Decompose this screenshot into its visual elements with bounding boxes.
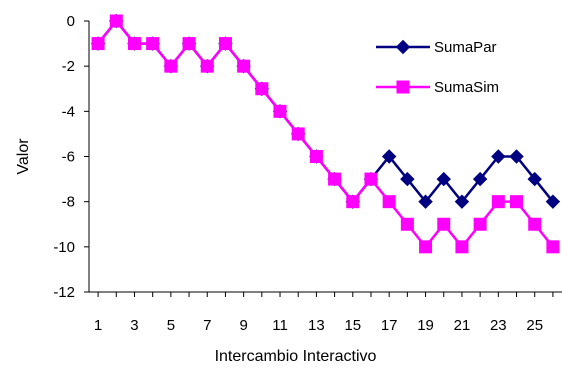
data-point-sumapar (418, 194, 433, 209)
data-point-sumasim (346, 195, 360, 209)
y-axis-title: Valor (15, 138, 32, 175)
x-ticks: 1 3 5 7 9 11 13 15 17 19 21 23 25 (94, 292, 554, 334)
data-point-sumasim (109, 14, 123, 28)
x-tick-label: 23 (490, 317, 507, 334)
data-point-sumasim (182, 37, 196, 51)
x-tick-label: 25 (526, 317, 543, 334)
data-point-sumapar (545, 194, 561, 209)
data-point-sumapar (454, 194, 470, 209)
data-point-sumapar (400, 171, 415, 187)
y-tick-label: 0 (67, 13, 75, 30)
y-tick-label: -2 (62, 58, 75, 75)
data-point-sumapar (509, 149, 524, 164)
data-point-sumasim (309, 150, 323, 163)
legend-label: SumaPar (434, 39, 497, 56)
data-point-sumasim (400, 217, 414, 231)
x-tick-label: 15 (344, 317, 361, 334)
legend-item-sumapar: SumaPar (376, 39, 497, 56)
data-point-sumasim (273, 104, 287, 118)
data-point-sumasim (364, 172, 378, 186)
y-ticks: 0 -2 -4 -6 -8 -10 -12 (53, 13, 89, 301)
data-point-sumasim (437, 217, 451, 231)
data-point-sumapar (472, 171, 488, 187)
data-point-sumasim (473, 217, 487, 231)
data-point-sumasim (200, 59, 214, 73)
x-tick-label: 13 (308, 317, 325, 334)
y-tick-label: -10 (53, 239, 75, 256)
legend-marker (395, 39, 411, 55)
data-point-sumasim (491, 195, 505, 209)
x-tick-label: 3 (130, 317, 138, 334)
y-tick-label: -8 (62, 194, 75, 211)
data-point-sumasim (127, 37, 141, 51)
legend-label: SumaSim (434, 79, 499, 96)
x-tick-label: 5 (167, 317, 175, 334)
data-point-sumasim (164, 59, 178, 73)
y-tick-label: -6 (62, 149, 75, 166)
y-tick-label: -4 (62, 103, 75, 120)
data-point-sumasim (528, 217, 542, 231)
data-point-sumasim (455, 240, 469, 254)
data-point-sumasim (546, 240, 560, 254)
data-point-sumasim (382, 195, 396, 209)
x-tick-label: 9 (239, 317, 247, 334)
x-tick-label: 11 (272, 317, 288, 334)
data-point-sumasim (218, 37, 232, 51)
x-tick-label: 1 (94, 317, 102, 334)
data-point-sumasim (291, 127, 305, 141)
data-point-sumasim (510, 195, 524, 209)
data-point-sumasim (255, 82, 269, 96)
data-point-sumapar (381, 149, 397, 164)
data-point-sumapar (491, 149, 506, 164)
y-tick-label: -12 (53, 284, 75, 301)
axes: 0-2-4-6-8-10-12 1 3 5 7 9 11 13 15 17 19 21 23 25 (53, 13, 562, 334)
data-point-sumasim (91, 37, 105, 51)
x-axis-title: Intercambio Interactivo (215, 348, 377, 365)
x-tick-label: 7 (203, 317, 211, 334)
x-tick-label: 21 (454, 317, 471, 334)
data-point-sumapar (527, 171, 542, 187)
legend: SumaPar SumaSim (376, 39, 499, 96)
data-point-sumasim (328, 172, 342, 186)
data-point-sumasim (419, 240, 433, 254)
legend-marker (396, 80, 410, 94)
data-point-sumasim (146, 37, 160, 51)
data-point-sumasim (237, 59, 251, 73)
x-tick-label: 19 (417, 317, 434, 334)
legend-item-sumasim: SumaSim (376, 79, 499, 96)
series-sumasim (91, 14, 560, 254)
data-point-sumapar (436, 171, 451, 187)
x-tick-label: 17 (381, 317, 398, 334)
series-layer (90, 13, 561, 254)
